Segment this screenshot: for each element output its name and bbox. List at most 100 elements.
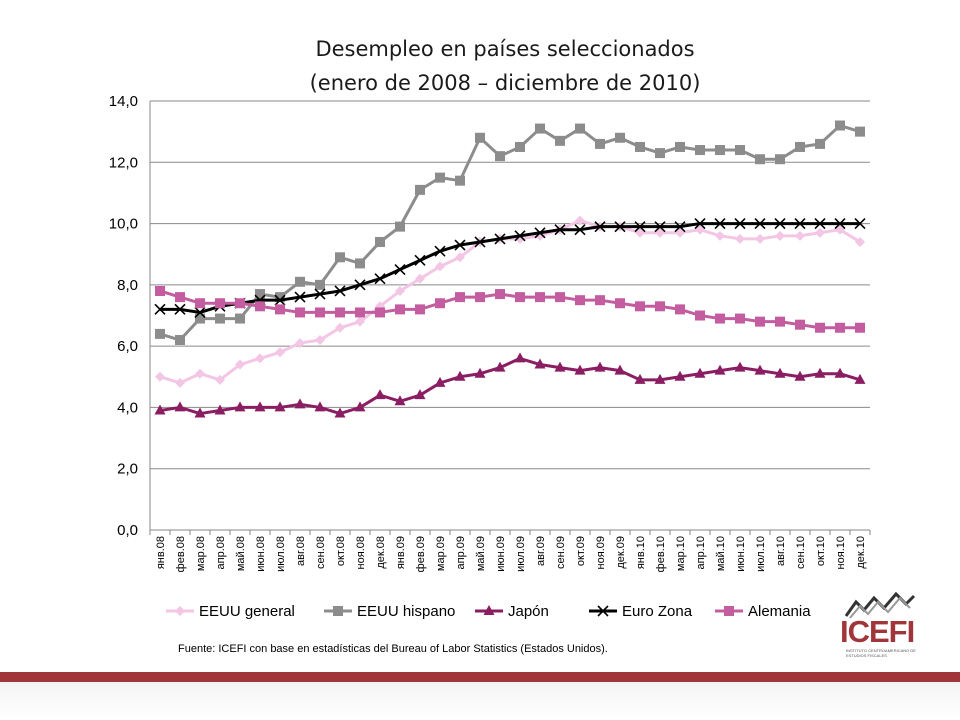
y-tick-label: 2,0 [117,461,138,478]
data-point [295,338,305,349]
data-point [715,145,725,156]
data-point [855,322,865,333]
data-point [454,239,466,251]
series-line [160,222,860,314]
legend-item: EEUU hispano [324,603,455,620]
data-point [834,367,846,378]
data-point [155,285,165,296]
legend-label: Euro Zona [622,603,693,620]
data-point [195,313,205,324]
data-point [174,303,186,315]
data-point [614,364,626,375]
data-point [815,227,825,238]
data-point [415,273,425,284]
x-tick-label: май.09 [475,536,487,571]
data-point [314,401,326,412]
data-point [475,132,485,143]
data-point [335,252,345,263]
data-point [315,335,325,346]
data-point [335,322,345,333]
x-tick-label: мар.09 [435,536,447,571]
y-tick-label: 14,0 [109,93,138,110]
x-tick-label: июл.09 [515,536,527,572]
data-point [435,298,445,309]
data-point [295,276,305,287]
x-tick-label: май.10 [715,536,727,571]
data-point [835,322,845,333]
data-point [554,361,566,372]
data-point [294,398,306,409]
footer-band [0,672,960,682]
data-point [375,236,385,247]
data-point [175,335,185,346]
data-point [375,307,385,318]
data-point [654,221,666,233]
data-point [674,370,686,381]
data-point [794,218,806,230]
data-point [755,233,765,244]
data-point [274,294,286,306]
data-point [855,236,865,247]
legend-label: Alemania [748,603,811,620]
data-point [714,218,726,230]
x-tick-label: окт.09 [575,536,587,566]
data-point [854,373,866,384]
legend-marker [724,606,734,616]
legend-marker [483,605,495,615]
data-point [255,301,265,312]
data-point [855,126,865,137]
data-point [555,292,565,303]
data-point [554,224,566,236]
x-tick-label: июл.10 [755,536,767,572]
data-point [454,370,466,381]
y-tick-label: 12,0 [109,154,138,171]
data-point [235,359,245,370]
data-point [214,404,226,415]
x-tick-label: окт.08 [335,536,347,566]
x-tick-label: окт.10 [815,536,827,566]
data-point [535,123,545,134]
data-point [494,233,506,245]
logo-mountain-icon [844,591,916,619]
data-point [635,141,645,152]
data-point [555,135,565,146]
data-point [455,252,465,263]
legend-marker [597,605,609,617]
legend-item: Japón [475,603,549,620]
data-point [654,373,666,384]
data-point [455,175,465,186]
data-point [755,316,765,327]
gridlines [150,100,870,531]
data-point [514,352,526,363]
data-point [275,347,285,358]
data-point [194,407,206,418]
legend-item: Euro Zona [589,603,693,620]
data-point [834,218,846,230]
data-point [594,361,606,372]
data-point [255,353,265,364]
legend-item: Alemania [715,603,811,620]
data-point [775,230,785,241]
data-point [435,172,445,183]
x-tick-label: май.08 [235,536,247,571]
data-point [675,141,685,152]
data-point [294,291,306,303]
x-tick-label: июн.08 [255,536,267,572]
data-point [775,154,785,165]
data-point [575,295,585,306]
x-tick-label: сен.10 [795,536,807,569]
data-point [634,221,646,233]
data-point [195,368,205,379]
data-point [455,292,465,303]
x-tick-label: авг.10 [775,536,787,566]
data-point [314,288,326,300]
x-tick-label: дек.08 [375,536,387,569]
x-tick-label: дек.10 [855,536,867,569]
data-point [355,316,365,327]
data-point [534,227,546,239]
data-point [295,307,305,318]
data-point [795,319,805,330]
data-point [194,306,206,319]
data-point [674,221,686,233]
x-tick-label: ноя.08 [355,536,367,569]
